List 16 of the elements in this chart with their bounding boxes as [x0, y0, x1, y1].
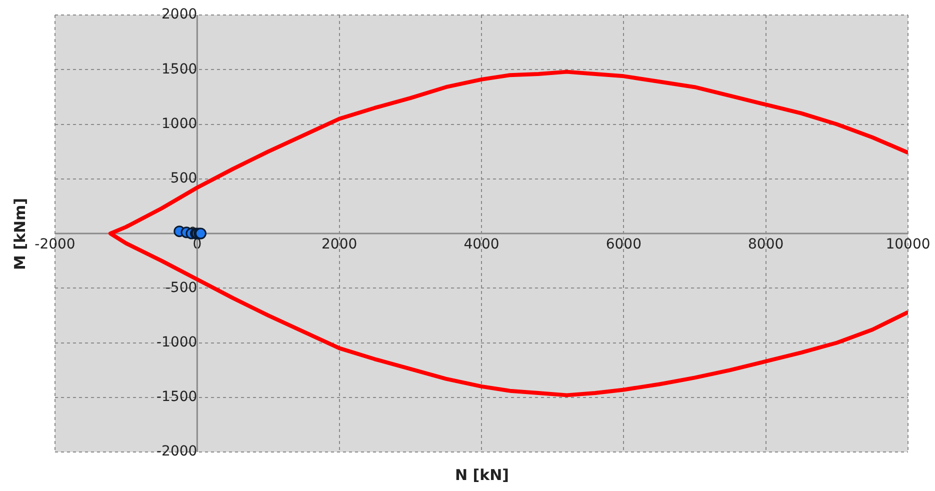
x-tick-label: 8000: [748, 236, 784, 253]
y-tick-label: 500: [170, 170, 198, 187]
y-tick-label: 2000: [162, 6, 198, 23]
x-tick-label: 4000: [464, 236, 500, 253]
x-axis-title: N [kN]: [454, 466, 510, 484]
x-tick-label: -2000: [34, 236, 76, 253]
y-tick-label: -500: [165, 280, 198, 296]
y-tick-label: 1000: [162, 116, 198, 132]
y-tick-label: 1500: [162, 61, 198, 78]
y-tick-label: -1000: [156, 334, 198, 350]
x-tick-label: 2000: [322, 236, 358, 253]
y-axis-title: M [kNm]: [11, 198, 29, 270]
x-tick-label: 10000: [886, 236, 930, 253]
y-tick-label: -1500: [156, 389, 198, 406]
x-tick-label: 6000: [606, 236, 642, 253]
y-tick-label: -2000: [156, 444, 198, 460]
